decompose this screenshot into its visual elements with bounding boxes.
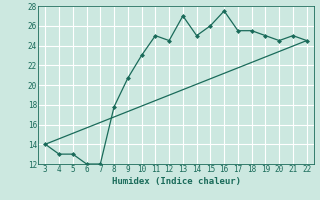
X-axis label: Humidex (Indice chaleur): Humidex (Indice chaleur) xyxy=(111,177,241,186)
